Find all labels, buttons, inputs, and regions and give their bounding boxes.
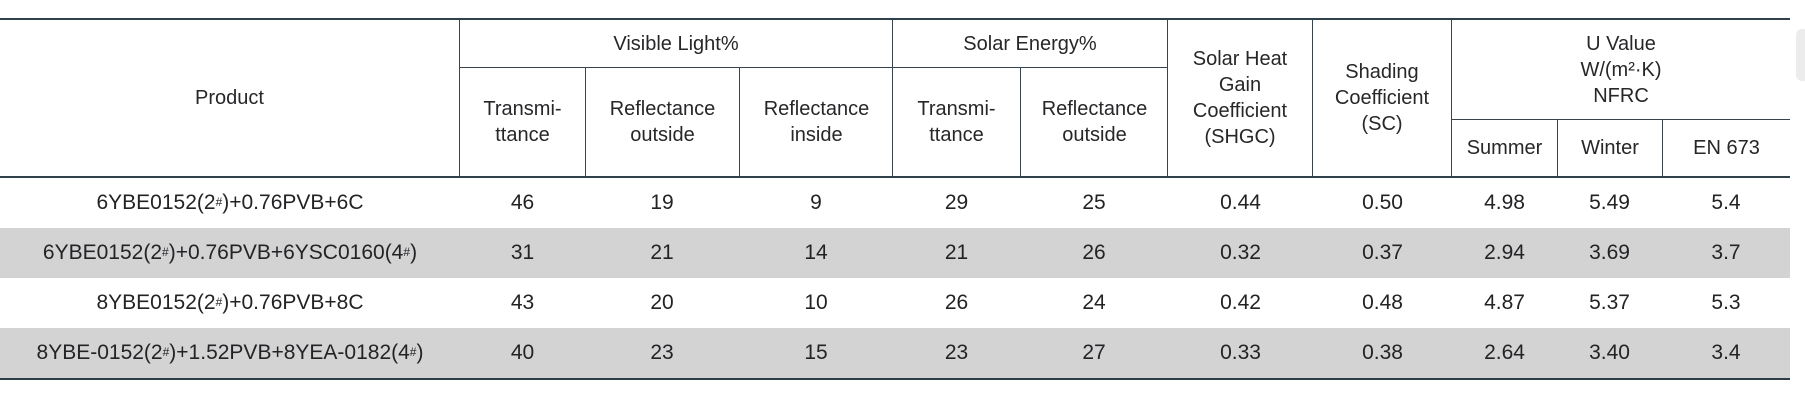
col-header-shgc: Solar Heat Gain Coefficient (SHGC) xyxy=(1168,20,1313,176)
cell-u-winter: 3.40 xyxy=(1589,341,1630,364)
cell-u-en673: 3.7 xyxy=(1711,241,1741,264)
cell-se-reflectance-outside: 26 xyxy=(1082,241,1106,264)
cell-sc: 0.38 xyxy=(1362,341,1403,364)
table-row: 8YBE0152(2 #)+0.76PVB+8C 43 20 10 26 24 0… xyxy=(0,278,1790,328)
cell-se-reflectance-outside: 24 xyxy=(1082,291,1106,314)
cell-u-winter: 3.69 xyxy=(1589,241,1630,264)
cell-se-reflectance-outside: 27 xyxy=(1082,341,1106,364)
col-header-vl-reflectance-inside: Reflectance inside xyxy=(739,68,893,176)
cell-vl-reflectance-outside: 21 xyxy=(650,241,674,264)
cell-vl-reflectance-inside: 14 xyxy=(804,241,828,264)
cell-se-reflectance-outside: 25 xyxy=(1082,191,1106,214)
cell-vl-transmittance: 46 xyxy=(510,191,535,214)
cell-u-summer: 4.87 xyxy=(1484,291,1525,314)
scrollbar-thumb[interactable] xyxy=(1796,29,1805,81)
visible-light-subheaders: Transmi- ttance Reflectance outside Refl… xyxy=(460,68,892,176)
cell-vl-transmittance: 43 xyxy=(510,291,535,314)
product-name: 8YBE0152(2 #)+0.76PVB+8C xyxy=(96,291,364,314)
col-header-se-transmittance: Transmi- ttance xyxy=(917,98,996,146)
product-name: 6YBE0152(2 #)+0.76PVB+6YSC0160(4 #) xyxy=(42,241,418,264)
u-value-subheaders: Summer Winter EN 673 xyxy=(1452,120,1790,176)
cell-vl-transmittance: 31 xyxy=(510,241,535,264)
col-group-solar-energy: Solar Energy% Transmi- ttance Reflectanc… xyxy=(893,20,1168,176)
col-group-u-value: U Value W/(m²·K) NFRC Summer Winter EN 6… xyxy=(1452,20,1790,176)
cell-vl-reflectance-outside: 20 xyxy=(650,291,674,314)
table-row: 6YBE0152(2 #)+0.76PVB+6YSC0160(4 #) 31 21 … xyxy=(0,228,1790,278)
product-name: 6YBE0152(2 #)+0.76PVB+6C xyxy=(96,191,364,214)
col-header-vl-transmittance: Transmi- ttance xyxy=(483,98,562,146)
cell-sc: 0.50 xyxy=(1362,191,1403,214)
col-header-vl-reflectance-outside: Reflectance outside xyxy=(585,68,739,176)
cell-sc: 0.48 xyxy=(1362,291,1403,314)
col-header-summer: Summer xyxy=(1466,137,1543,159)
group-label-visible-light: Visible Light% xyxy=(460,20,892,68)
cell-shgc: 0.44 xyxy=(1220,191,1261,214)
cell-u-en673: 5.4 xyxy=(1711,191,1741,214)
cell-se-transmittance: 21 xyxy=(944,241,969,264)
cell-u-summer: 4.98 xyxy=(1484,191,1525,214)
product-name: 8YBE-0152(2 #)+1.52PVB+8YEA-0182(4 #) xyxy=(36,341,424,364)
group-label-solar-energy: Solar Energy% xyxy=(893,20,1167,68)
cell-se-transmittance: 23 xyxy=(944,341,969,364)
glass-spec-table: Product Visible Light% Transmi- ttance R… xyxy=(0,18,1790,380)
group-label-u-value: U Value W/(m²·K) NFRC xyxy=(1452,20,1790,120)
cell-u-en673: 5.3 xyxy=(1711,291,1741,314)
col-group-visible-light: Visible Light% Transmi- ttance Reflectan… xyxy=(460,20,893,176)
col-header-en673: EN 673 xyxy=(1662,120,1790,176)
cell-vl-reflectance-inside: 10 xyxy=(804,291,828,314)
cell-vl-reflectance-inside: 9 xyxy=(810,191,822,214)
cell-sc: 0.37 xyxy=(1362,241,1403,264)
col-header-shading-coefficient: Shading Coefficient (SC) xyxy=(1313,20,1452,176)
table-row: 6YBE0152(2 #)+0.76PVB+6C 46 19 9 29 25 0.… xyxy=(0,178,1790,228)
cell-shgc: 0.33 xyxy=(1220,341,1261,364)
col-header-winter: Winter xyxy=(1557,120,1662,176)
cell-vl-reflectance-outside: 19 xyxy=(650,191,674,214)
cell-vl-reflectance-inside: 15 xyxy=(804,341,828,364)
cell-shgc: 0.32 xyxy=(1220,241,1261,264)
cell-u-summer: 2.64 xyxy=(1484,341,1525,364)
cell-vl-transmittance: 40 xyxy=(510,341,535,364)
table-body: 6YBE0152(2 #)+0.76PVB+6C 46 19 9 29 25 0.… xyxy=(0,178,1790,380)
table-row: 8YBE-0152(2 #)+1.52PVB+8YEA-0182(4 #) 40 2… xyxy=(0,328,1790,378)
cell-vl-reflectance-outside: 23 xyxy=(650,341,674,364)
cell-u-summer: 2.94 xyxy=(1484,241,1525,264)
solar-energy-subheaders: Transmi- ttance Reflectance outside xyxy=(893,68,1167,176)
cell-u-winter: 5.49 xyxy=(1589,191,1630,214)
cell-u-en673: 3.4 xyxy=(1711,341,1741,364)
col-header-product: Product xyxy=(0,20,460,176)
table-header: Product Visible Light% Transmi- ttance R… xyxy=(0,18,1790,178)
col-header-se-reflectance-outside: Reflectance outside xyxy=(1020,68,1168,176)
cell-u-winter: 5.37 xyxy=(1589,291,1630,314)
cell-shgc: 0.42 xyxy=(1220,291,1261,314)
cell-se-transmittance: 26 xyxy=(944,291,969,314)
cell-se-transmittance: 29 xyxy=(944,191,969,214)
